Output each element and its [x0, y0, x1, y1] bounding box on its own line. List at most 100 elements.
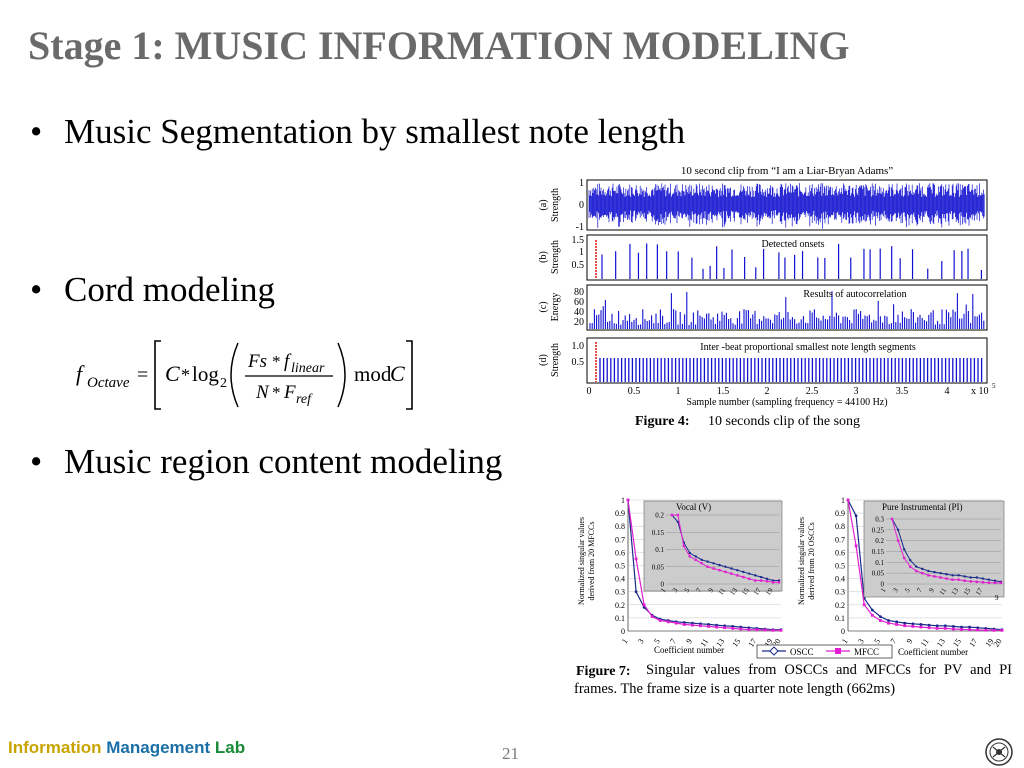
bullet-item: • Cord modeling — [30, 270, 275, 310]
panel-b-frame — [586, 234, 988, 281]
bullet-dot: • — [30, 112, 43, 151]
mfcc-point — [658, 619, 662, 622]
y-tick-label: 0.1 — [615, 614, 625, 623]
inset-oscc-point — [742, 570, 745, 574]
mfcc-point — [879, 619, 882, 622]
inset-mfcc-point — [700, 562, 703, 565]
x-tick-label: 7 — [889, 637, 899, 645]
x-tick-label: 17 — [747, 637, 759, 649]
panel-b-title: Detected onsets — [761, 239, 824, 250]
panel-a-ytick: -1 — [576, 222, 584, 233]
oscc-point — [951, 625, 955, 628]
mfcc-point — [739, 627, 743, 631]
lab-logo: Information Management Lab — [8, 738, 246, 757]
inset-oscc-point — [963, 575, 966, 578]
figure-4: 10 second clip from “I am a Liar-Bryan A… — [538, 165, 996, 429]
inset-oscc-point — [676, 520, 680, 524]
y-tick-label: 0.5 — [615, 562, 625, 571]
oscc-point — [895, 620, 899, 624]
mfcc-point — [626, 498, 630, 502]
formula-left-paren — [230, 342, 239, 408]
inset-oscc-point — [939, 571, 942, 575]
x-tick-label: 13 — [935, 637, 947, 649]
panel-b-ytick: 1 — [579, 247, 584, 258]
inset-x-tick-label: 7 — [915, 586, 924, 594]
y-tick-label: 0.1 — [835, 614, 845, 623]
inset-oscc-point — [896, 528, 900, 532]
figure-4-caption-text: 10 seconds clip of the song — [708, 414, 860, 429]
inset-oscc-point — [736, 569, 739, 572]
panel-c-ytick: 20 — [574, 317, 584, 328]
inset-mfcc-point — [742, 575, 745, 579]
formula-num-sub: linear — [291, 361, 325, 376]
panel-a-ylabel: Strength — [550, 188, 561, 222]
inset-x-tick-label: 17 — [974, 586, 985, 597]
mfcc-point — [763, 628, 767, 632]
legend-mfcc-label: MFCC — [854, 647, 879, 657]
panel-d-ylabel-tag: (d) — [538, 354, 549, 366]
inset-oscc-point — [975, 576, 978, 579]
university-emblem-icon — [985, 738, 1013, 766]
mfcc-point — [935, 626, 939, 630]
inset-y-tick-label: 0.2 — [875, 537, 884, 545]
panel-a-ytick: 0 — [579, 200, 584, 211]
panel-a-ytick: 1 — [579, 178, 584, 189]
slide-title: Stage 1: MUSIC INFORMATION MODELING — [28, 23, 850, 68]
inset-oscc-point — [712, 562, 715, 565]
inset-mfcc-point — [975, 580, 978, 584]
inset-y-tick-label: 0 — [661, 581, 665, 589]
formula-num-star: * — [272, 352, 281, 371]
panel-b-ylabel: Strength — [550, 240, 561, 274]
oscc-point — [903, 621, 907, 625]
mfcc-point — [870, 613, 874, 617]
mfcc-point — [919, 625, 923, 629]
oscc-point — [943, 624, 947, 628]
oscc-point — [960, 625, 963, 629]
inset-y-tick-label: 0.3 — [875, 516, 884, 524]
formula-den-f: F — [283, 382, 296, 403]
mfcc-point — [779, 628, 783, 632]
bullet-dot: • — [30, 270, 43, 309]
mfcc-point — [976, 628, 980, 632]
panel-c-ylabel-tag: (c) — [538, 301, 549, 312]
inset-x-tick-label: 3 — [671, 586, 680, 594]
x-tick-label: 5 — [652, 637, 662, 645]
inset-oscc-point — [951, 574, 954, 577]
right-ylabel-line-1: Normalized singular values — [797, 517, 806, 605]
formula-mod: mod — [354, 362, 392, 386]
inset-oscc-point — [927, 569, 930, 573]
inset-oscc-point — [724, 565, 727, 568]
y-tick-label: 0.8 — [835, 522, 845, 531]
y-tick-label: 0.8 — [615, 522, 625, 531]
panel-a-ylabel-tag: (a) — [538, 199, 549, 210]
inset-oscc-point — [718, 563, 721, 567]
inset-x-tick-label: 19 — [764, 586, 775, 597]
oscc-point — [879, 615, 882, 618]
inset-mfcc-point — [933, 575, 936, 578]
inset-mfcc-point — [765, 580, 769, 583]
oscc-point — [634, 590, 638, 594]
bullet-text: Music Segmentation by smallest note leng… — [64, 112, 686, 151]
panel-d-ylabel: Strength — [550, 343, 561, 377]
legend-mfcc-marker — [835, 648, 841, 654]
mfcc-point — [691, 623, 694, 627]
formula-den-sub: ref — [296, 392, 313, 407]
mfcc-point — [666, 620, 670, 624]
left-ylabel-line-2: derived from 20 MFCCs — [587, 522, 596, 601]
inset-mfcc-point — [748, 577, 751, 581]
inset-mfcc-point — [945, 577, 948, 580]
x-scale-label: x 10 — [971, 386, 989, 397]
mfcc-point — [674, 621, 678, 625]
figure-7-caption-text: Singular values from OSCCs and MFCCs for… — [574, 662, 1012, 697]
inset-y-tick-label: 0.1 — [655, 546, 664, 554]
mfcc-point — [968, 628, 971, 632]
mfcc-point — [984, 628, 988, 632]
mfcc-point — [927, 626, 931, 630]
left-ylabel-line-1: Normalized singular values — [577, 517, 586, 605]
oscc-point — [976, 626, 980, 630]
x-tick-label: 5 — [872, 637, 882, 645]
oscc-point — [854, 514, 858, 518]
inset-x-tick-label: 15 — [740, 586, 751, 597]
x-tick: 0 — [587, 386, 592, 397]
x-tick-label: 13 — [714, 637, 726, 649]
